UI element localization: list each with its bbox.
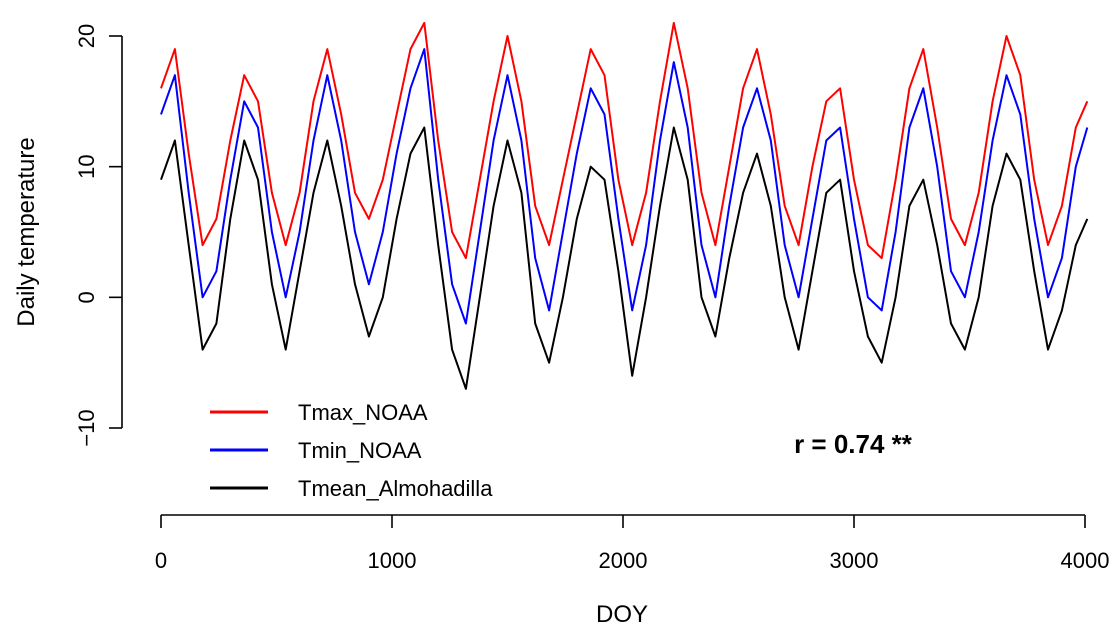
y-tick-label-2: 10	[74, 154, 99, 178]
series-line-0	[160, 21, 1089, 260]
y-tick-label-0: −10	[74, 409, 99, 446]
x-tick-label-0: 0	[155, 548, 167, 573]
y-axis-title: Daily temperature	[13, 137, 40, 326]
x-axis-title: DOY	[596, 601, 648, 628]
y-tick-label-1: 0	[74, 291, 99, 303]
x-axis: 0 1000 2000 3000 4000	[155, 514, 1110, 573]
y-tick-label-3: 20	[74, 24, 99, 48]
legend-label-0: Tmax_NOAA	[298, 400, 428, 425]
x-tick-label-1: 1000	[368, 548, 417, 573]
legend-label-1: Tmin_NOAA	[298, 438, 422, 463]
series-line-1	[160, 48, 1089, 325]
correlation-annotation: r = 0.74 **	[794, 429, 913, 459]
y-axis: −10 0 10 20	[74, 24, 123, 447]
x-tick-label-3: 3000	[830, 548, 879, 573]
plot-lines	[160, 21, 1089, 390]
legend-label-2: Tmean_Almohadilla	[298, 476, 493, 501]
x-tick-label-4: 4000	[1061, 548, 1110, 573]
series-line-2	[160, 126, 1089, 390]
legend: Tmax_NOAA Tmin_NOAA Tmean_Almohadilla	[210, 400, 493, 501]
x-tick-label-2: 2000	[599, 548, 648, 573]
